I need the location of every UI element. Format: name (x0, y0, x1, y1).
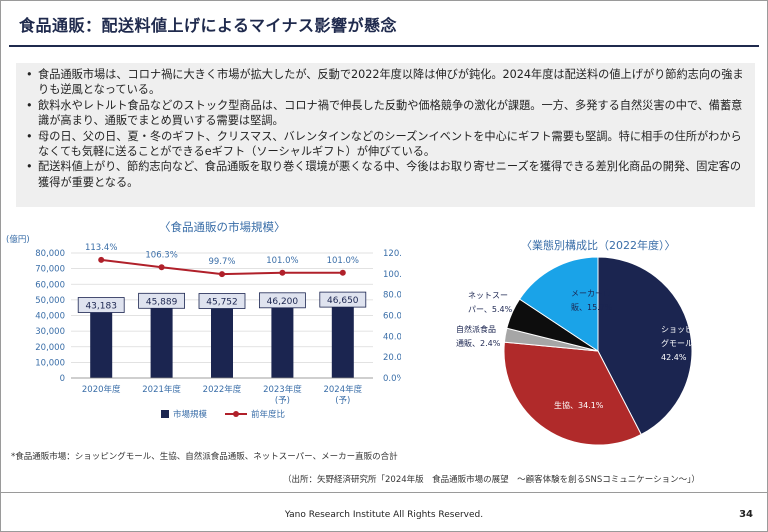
bar-data-label-text: 46,650 (327, 296, 359, 306)
footnote: *食品通販市場：ショッピングモール、生協、自然派食品通販、ネットスーパー、メーカ… (11, 452, 398, 462)
pie-slice-label: 生協、34.1% (554, 400, 604, 410)
bar-data-label: 43,183 (77, 297, 125, 313)
y2-tick-label: 20.0% (383, 353, 401, 363)
bar-data-label-text: 45,752 (206, 298, 238, 308)
summary-box: 食品通販市場は、コロナ禍に大きく市場が拡大したが、反動で2022年度以降は伸びが… (16, 63, 755, 207)
y-tick-label: 60,000 (35, 280, 65, 290)
y2-tick-label: 120.0% (383, 249, 401, 259)
bar-data-label-text: 46,200 (267, 297, 299, 307)
legend-label-line: 前年度比 (251, 409, 285, 420)
bullet-item: 食品通販市場は、コロナ禍に大きく市場が拡大したが、反動で2022年度以降は伸びが… (24, 67, 747, 98)
pie-slice-label: ショッピン (661, 325, 701, 334)
ratio-point (98, 256, 105, 263)
y2-tick-label: 80.0% (383, 291, 401, 301)
bar (150, 306, 173, 378)
y-tick-label: 20,000 (35, 343, 65, 353)
pie-slice-label: 42.4% (661, 353, 687, 362)
pie-slice (597, 256, 693, 436)
legend-swatch-bar (161, 410, 169, 418)
pie-slice-label: 自然派食品 (456, 324, 496, 334)
x-tick-label: 2022年度 (203, 384, 242, 395)
bar-data-label-box (138, 292, 186, 309)
bar-data-label: 45,752 (198, 293, 246, 309)
pie-slice-label: メーカー直 (571, 288, 611, 298)
bar-data-label: 46,200 (258, 292, 306, 309)
bar-data-label-box (77, 297, 125, 313)
y-tick-label: 80,000 (35, 249, 65, 259)
ratio-point (219, 271, 225, 278)
bar-data-label-box (319, 291, 367, 308)
ratio-data-label: 99.7% (208, 257, 235, 267)
ratio-data-label: 101.0% (266, 256, 298, 266)
pie-slice (518, 256, 599, 352)
bar-data-label: 45,889 (138, 292, 186, 309)
ratio-data-label: 101.0% (327, 256, 359, 266)
source-citation: （出所：矢野経済研究所「2024年版 食品通販市場の展望 ～顧客体験を創るSNS… (283, 475, 700, 485)
ratio-point (339, 269, 346, 276)
bullet-item: 飲料水やレトルト食品などのストック型商品は、コロナ禍で伸長した反動や価格競争の激… (24, 98, 747, 129)
copyright-footer: Yano Research Institute All Rights Reser… (284, 510, 484, 520)
page-title: 食品通販：配送料値上げによるマイナス影響が懸念 (19, 16, 398, 35)
y2-tick-label: 0.0% (383, 374, 401, 384)
bar-data-label-text: 45,889 (146, 297, 178, 307)
pie-slice (503, 341, 642, 446)
legend-swatch-marker (233, 411, 239, 417)
x-tick-label: 2024年度 (323, 384, 362, 395)
bar-data-label: 46,650 (319, 291, 367, 308)
market-size-chart: (億円) 0 10,000 20,000 30,000 40,000 50,000 60,00… (6, 234, 401, 420)
x-tick-label: 2021年度 (142, 384, 181, 395)
bar-chart-title: 〈食品通販の市場規模〉 (159, 220, 286, 234)
pie-slice-label: グモール、 (661, 338, 701, 348)
legend-label-bar: 市場規模 (173, 409, 208, 420)
page-number: 34 (739, 509, 753, 520)
bar (90, 310, 113, 378)
bullet-item: 配送料値上がり、節約志向など、食品通販を取り巻く環境が悪くなる中、今後はお取り寄… (24, 159, 747, 190)
x-tick-label: (予) (335, 396, 350, 406)
ratio-data-label: 106.3% (145, 250, 177, 260)
y-tick-label: 0 (60, 374, 65, 384)
bar (331, 305, 354, 378)
y-tick-label: 70,000 (35, 265, 65, 275)
x-tick-label: (予) (275, 396, 290, 406)
x-tick-label: 2020年度 (82, 384, 121, 395)
ratio-data-label: 113.4% (85, 243, 117, 253)
y-tick-label: 40,000 (35, 312, 65, 322)
bar-data-label-text: 43,183 (85, 302, 117, 312)
bar-data-label-box (198, 293, 246, 309)
x-tick-label: 2023年度 (263, 384, 302, 395)
ratio-point (158, 264, 165, 271)
y2-tick-label: 40.0% (383, 332, 401, 342)
title-bar: 食品通販：配送料値上げによるマイナス影響が懸念 (1, 1, 767, 41)
pie-slice-label: パー、5.4% (468, 305, 513, 314)
footer-divider (1, 492, 767, 493)
bullet-list: 食品通販市場は、コロナ禍に大きく市場が拡大したが、反動で2022年度以降は伸びが… (24, 67, 747, 190)
bullet-item: 母の日、父の日、夏・冬のギフト、クリスマス、バレンタインなどのシーズンイベントを… (24, 129, 747, 160)
y2-tick-label: 100.0% (383, 270, 401, 280)
ratio-point (279, 269, 286, 276)
bar (271, 305, 294, 378)
y-axis-unit-label: (億円) (6, 234, 30, 245)
pie-slice-label: ネットスー (468, 291, 508, 300)
pie-chart-title: 〈業態別構成比（2022年度）〉 (521, 239, 676, 252)
y-tick-label: 10,000 (35, 358, 65, 368)
y2-tick-label: 60.0% (383, 312, 401, 322)
pie-slice-label: 販、15.7% (571, 302, 613, 312)
bar (211, 306, 233, 378)
y-tick-label: 50,000 (35, 296, 65, 306)
title-divider (9, 45, 759, 47)
pie-slice-label: 通販、2.4% (456, 338, 501, 348)
y-tick-label: 30,000 (35, 327, 65, 337)
business-type-pie-chart: ショッピングモール、 42.4% 生協、34.1% 自然派食品通販、2.4% ネットスー… (456, 256, 701, 446)
bar-data-label-box (258, 292, 306, 309)
